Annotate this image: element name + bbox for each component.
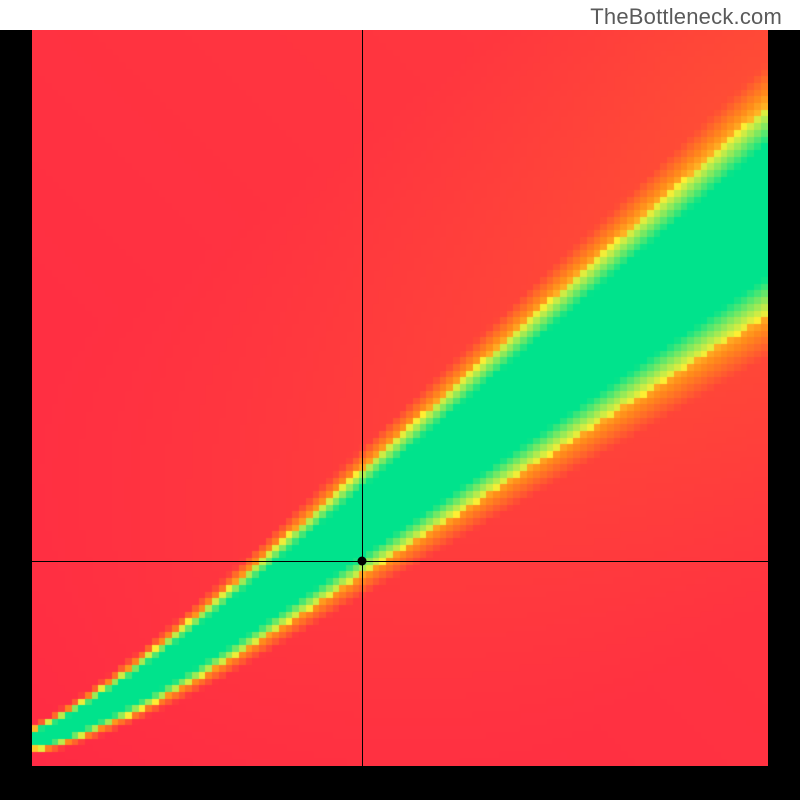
watermark-text: TheBottleneck.com bbox=[590, 4, 782, 30]
heatmap-canvas bbox=[32, 30, 768, 766]
plot-area bbox=[32, 30, 768, 766]
crosshair-marker bbox=[357, 557, 366, 566]
chart-container: TheBottleneck.com bbox=[0, 0, 800, 800]
crosshair-horizontal bbox=[32, 561, 768, 562]
crosshair-vertical bbox=[362, 30, 363, 766]
outer-frame bbox=[0, 30, 800, 800]
